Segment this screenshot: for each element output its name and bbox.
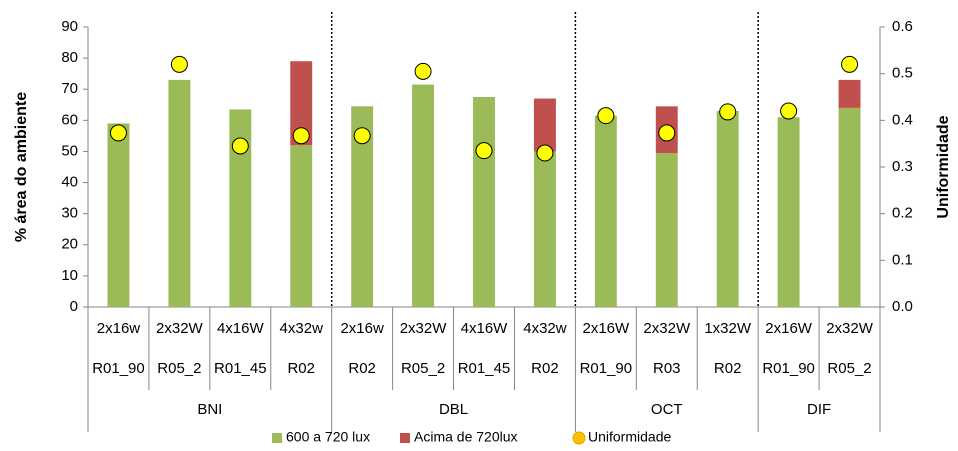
bar: [838, 107, 861, 307]
legend-swatch: [400, 433, 410, 443]
point: [475, 142, 493, 160]
legend-swatch: [572, 431, 586, 445]
point: [658, 124, 676, 142]
x-tick-label: 2x32W: [400, 320, 448, 337]
bar: [290, 145, 313, 307]
x-subtick-label: R02: [714, 360, 742, 377]
y-tick-label: 70: [61, 80, 78, 97]
x-subtick-label: R01_90: [580, 360, 633, 377]
point: [170, 55, 188, 73]
point: [719, 103, 737, 121]
x-tick-label: 4x32w: [280, 320, 324, 337]
legend-swatch: [272, 433, 282, 443]
x-tick-label: 2x16w: [340, 320, 384, 337]
y-tick-label: 10: [61, 267, 78, 284]
point: [353, 127, 371, 145]
legend-label: Uniformidade: [588, 429, 671, 445]
x-subtick-label: R05_2: [157, 360, 201, 377]
x-subtick-label: R01_90: [762, 360, 815, 377]
bar: [838, 79, 861, 108]
group-label: BNI: [197, 401, 222, 418]
y-tick-label: 30: [61, 205, 78, 222]
point: [231, 137, 249, 155]
bar: [107, 123, 130, 307]
y2-tick-label: 0.6: [892, 18, 913, 35]
bar: [533, 151, 556, 307]
y-tick-label: 0: [70, 298, 78, 315]
point: [292, 127, 310, 145]
point: [597, 107, 615, 125]
point: [414, 62, 432, 80]
group-label: DIF: [807, 401, 831, 418]
y2-tick-label: 0.4: [892, 111, 913, 128]
y2-tick-label: 0.2: [892, 205, 913, 222]
x-tick-label: 2x32W: [826, 320, 874, 337]
bar: [351, 106, 374, 307]
y-axis-label: % área do ambiente: [13, 92, 30, 242]
x-tick-label: 2x32W: [643, 320, 691, 337]
y-tick-label: 40: [61, 174, 78, 191]
bar: [412, 84, 435, 307]
bar: [290, 61, 313, 146]
y2-axis-label: Uniformidade: [935, 115, 952, 218]
x-tick-label: 2x16W: [765, 320, 813, 337]
bar: [777, 117, 800, 307]
x-tick-label: 4x32w: [523, 320, 567, 337]
x-tick-label: 1x32W: [704, 320, 752, 337]
x-tick-label: 4x16W: [461, 320, 509, 337]
x-subtick-label: R02: [531, 360, 559, 377]
y-tick-label: 80: [61, 49, 78, 66]
y-tick-label: 60: [61, 111, 78, 128]
y-tick-label: 90: [61, 18, 78, 35]
y2-tick-label: 0.5: [892, 65, 913, 82]
x-subtick-label: R02: [348, 360, 376, 377]
bar: [716, 111, 739, 307]
point: [780, 102, 798, 120]
y2-tick-label: 0.1: [892, 251, 913, 268]
x-subtick-label: R01_90: [92, 360, 145, 377]
group-label: OCT: [651, 401, 683, 418]
y-tick-label: 20: [61, 236, 78, 253]
x-subtick-label: R01_45: [214, 360, 267, 377]
bar: [594, 115, 617, 308]
bar: [473, 97, 495, 307]
point: [536, 144, 554, 162]
x-subtick-label: R02: [287, 360, 315, 377]
bar: [229, 109, 252, 307]
y2-tick-label: 0.3: [892, 158, 913, 175]
x-subtick-label: R05_2: [401, 360, 445, 377]
x-tick-label: 2x16w: [97, 320, 141, 337]
legend-label: Acima de 720lux: [414, 429, 518, 445]
point: [841, 55, 859, 73]
legend-label: 600 a 720 lux: [286, 429, 370, 445]
y2-tick-label: 0.0: [892, 298, 913, 315]
x-subtick-label: R01_45: [458, 360, 511, 377]
y-tick-label: 50: [61, 142, 78, 159]
bar: [655, 153, 678, 307]
x-subtick-label: R03: [653, 360, 681, 377]
x-tick-label: 2x32W: [156, 320, 204, 337]
x-tick-label: 2x16W: [583, 320, 631, 337]
point: [109, 124, 127, 142]
bar: [168, 79, 191, 307]
x-subtick-label: R05_2: [827, 360, 871, 377]
x-tick-label: 4x16W: [217, 320, 265, 337]
group-label: DBL: [439, 401, 468, 418]
bar: [533, 98, 556, 152]
